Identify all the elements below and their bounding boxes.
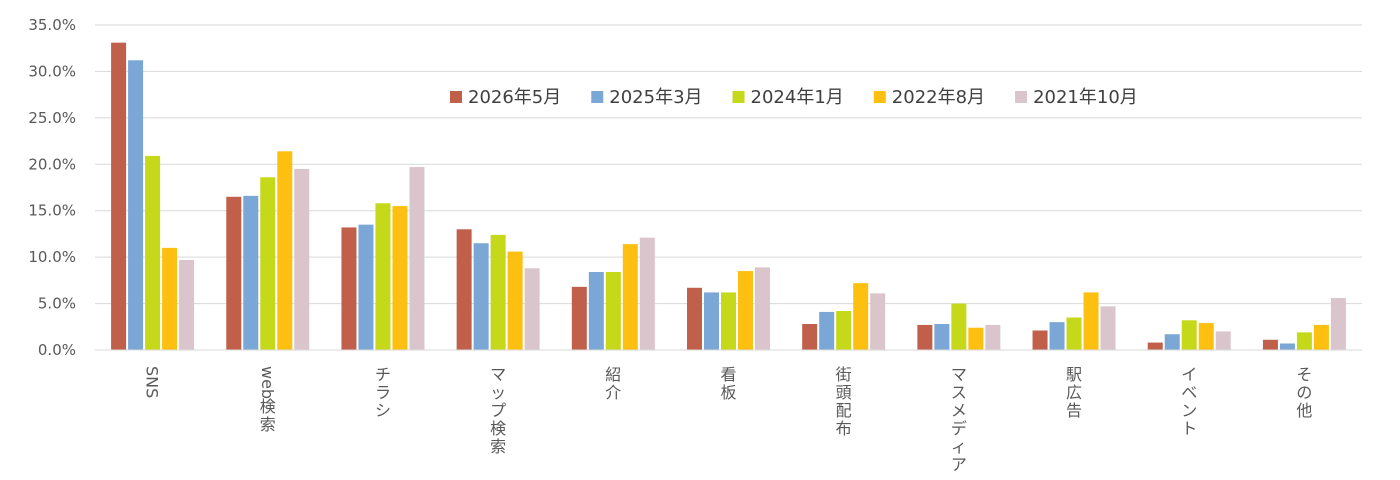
bar	[836, 311, 852, 350]
bar	[1198, 323, 1214, 350]
bar	[687, 287, 702, 350]
legend-item: 2021年10月	[1015, 87, 1138, 108]
legend-swatch	[450, 91, 462, 103]
bar	[802, 324, 818, 350]
bar	[473, 243, 489, 350]
y-tick-label: 30.0%	[28, 62, 76, 80]
bar	[951, 303, 967, 350]
x-category-label: イベント	[1181, 365, 1197, 438]
y-tick-label: 15.0%	[28, 202, 76, 220]
bar	[111, 42, 127, 351]
bar	[622, 244, 638, 350]
legend-label: 2021年10月	[1033, 87, 1138, 108]
bar	[639, 237, 655, 350]
x-category-label: その他	[1296, 365, 1312, 420]
bar	[1066, 317, 1082, 350]
bar	[1083, 292, 1099, 350]
bar	[294, 168, 310, 350]
x-category-label: 駅広告	[1066, 365, 1082, 420]
bar	[1049, 322, 1065, 350]
x-category-label: 街頭配布	[836, 365, 852, 438]
bar	[870, 293, 886, 350]
bar	[721, 292, 736, 350]
bar-series	[111, 42, 1346, 351]
legend-item: 2022年8月	[873, 87, 985, 108]
bar	[128, 60, 144, 351]
bar	[934, 324, 950, 350]
bar	[853, 283, 869, 350]
legend-item: 2026年5月	[450, 87, 561, 108]
bar	[409, 167, 425, 350]
x-category-label: マスメディア	[951, 365, 967, 474]
bar	[755, 267, 770, 350]
bar	[1313, 324, 1329, 350]
legend: 2026年5月 2025年3月 2024年1月 2022年8月 2021年10月	[450, 87, 1138, 108]
bar	[277, 151, 293, 350]
x-category-label: 検索	[260, 397, 276, 434]
y-tick-label: 35.0%	[28, 16, 76, 34]
legend-swatch	[873, 91, 886, 103]
bar	[704, 292, 719, 350]
bar	[375, 203, 391, 350]
bar	[985, 324, 1001, 350]
bar	[1262, 339, 1278, 350]
bar	[341, 227, 357, 350]
bar	[162, 247, 178, 350]
bar	[260, 177, 276, 350]
bar	[1147, 342, 1163, 350]
bar	[605, 272, 621, 350]
bar	[1100, 306, 1116, 350]
bar	[1215, 331, 1231, 350]
bar	[358, 224, 374, 350]
y-tick-label: 10.0%	[28, 248, 76, 266]
legend-label: 2022年8月	[892, 87, 985, 108]
bar	[392, 206, 408, 350]
legend-item: 2024年1月	[732, 87, 844, 108]
bar	[588, 272, 604, 350]
bar	[1181, 320, 1197, 350]
legend-label: 2026年5月	[468, 87, 561, 108]
x-category-label: 紹介	[605, 365, 621, 402]
legend-label: 2025年3月	[609, 87, 702, 108]
y-tick-label: 0.0%	[38, 341, 76, 359]
x-category-label: チラシ	[375, 365, 391, 420]
bar	[571, 286, 587, 350]
y-tick-label: 20.0%	[28, 155, 76, 173]
legend-label: 2024年1月	[751, 87, 844, 108]
y-axis-tick-labels: 0.0% 5.0% 10.0% 15.0% 20.0% 25.0% 30.0% 35.0%	[28, 16, 76, 359]
bar	[1164, 334, 1180, 350]
bar	[490, 234, 506, 350]
bar	[524, 268, 540, 350]
x-category-label-part: web	[258, 366, 277, 399]
y-tick-label: 25.0%	[28, 109, 76, 127]
x-category-label: 看板	[720, 365, 736, 402]
bar	[456, 229, 472, 350]
legend-swatch	[732, 91, 745, 103]
bar	[179, 259, 195, 350]
y-tick-label: 5.0%	[38, 295, 76, 313]
bar	[507, 251, 523, 350]
bar	[1330, 298, 1346, 350]
bar	[226, 196, 242, 350]
bar	[1296, 332, 1312, 350]
bar	[968, 327, 984, 350]
x-category-label: SNS	[143, 366, 162, 398]
legend-swatch	[1015, 91, 1028, 103]
bar	[1279, 343, 1295, 350]
bar	[738, 271, 753, 350]
legend-swatch	[591, 91, 604, 103]
bar	[243, 195, 259, 350]
bar	[917, 324, 933, 350]
bar	[145, 155, 161, 350]
legend-item: 2025年3月	[591, 87, 703, 108]
x-axis-category-labels: SNS 検索 チラシ マップ検索 紹介 看板 街頭配布 マスメディア 駅広告 イベント その他 web	[143, 365, 1313, 474]
bar	[819, 311, 835, 350]
x-category-label: マップ検索	[490, 365, 506, 456]
bar	[1032, 330, 1048, 350]
